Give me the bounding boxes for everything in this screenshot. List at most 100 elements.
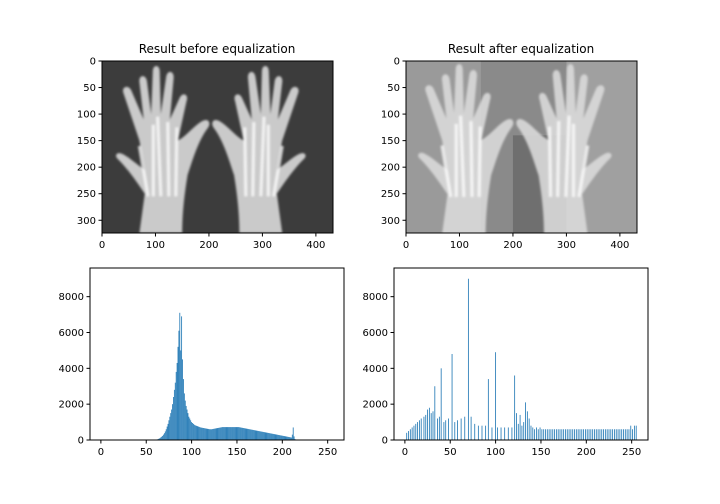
hist-after-bar-104 [628, 429, 630, 440]
hist-before-bar-47 [197, 426, 199, 440]
hist-after-bar-23 [454, 422, 456, 440]
hist-before-bar-134 [276, 434, 278, 440]
hist-after-bar-53 [536, 427, 537, 440]
hist-after-bar-72 [570, 429, 572, 440]
hist-before-bar-135 [277, 434, 279, 440]
hist-before-bar-86 [232, 427, 234, 440]
hist-after-bar-69 [565, 429, 566, 440]
hist-before-bar-28 [180, 350, 182, 440]
hist-before-bar-38 [189, 418, 191, 440]
hist-before-bar-147 [288, 436, 290, 440]
hist-before-xtick-label-2: 100 [182, 447, 201, 458]
hist-before-bar-95 [241, 427, 242, 440]
hist-before-bar-127 [270, 433, 271, 440]
hist-before-bar-72 [220, 427, 222, 440]
hist-before-bar-112 [256, 430, 258, 440]
hist-before-bar-109 [253, 430, 255, 440]
hist-after-bar-77 [579, 429, 581, 440]
before-ytick-label-3: 150 [77, 136, 96, 147]
hist-before-bar-151 [291, 434, 293, 440]
hist-after-xtick-label-2: 100 [486, 447, 505, 458]
hist-after-bar-3 [411, 427, 413, 440]
hist-before-bar-140 [281, 435, 283, 440]
hist-before-bar-75 [222, 427, 224, 440]
hist-before-bar-18 [171, 409, 173, 440]
hist-after-bar-0 [406, 432, 408, 440]
hist-after-bar-49 [528, 418, 530, 440]
before-xtick-label-1: 100 [146, 240, 165, 251]
hist-before-bar-36 [187, 413, 189, 440]
hist-before-bar-68 [216, 428, 218, 440]
hist-before-bar-81 [228, 427, 230, 440]
hist-after-bar-102 [624, 429, 626, 440]
hist-before-bar-67 [215, 428, 217, 440]
hist-after-bar-52 [534, 429, 536, 440]
hist-after-bar-28 [470, 416, 472, 440]
hist-after-bar-11 [427, 409, 428, 440]
hist-before-bar-13 [166, 426, 168, 440]
hist-before-bar-145 [286, 436, 288, 440]
hist-before-bar-84 [231, 427, 232, 440]
hist-after-bar-21 [448, 418, 449, 440]
hist-before-bar-117 [261, 431, 262, 440]
hist-before-bar-96 [241, 427, 243, 440]
hist-after-bar-38 [504, 427, 506, 440]
hist-before-bar-91 [237, 427, 239, 440]
before-ytick-label-4: 200 [77, 163, 96, 174]
hist-before-bar-149 [290, 437, 291, 440]
hist-after-xaxis: 0 50 100 150 200 250 [402, 440, 641, 458]
hist-before-bar-143 [284, 436, 286, 440]
hist-after-bar-51 [532, 427, 534, 440]
hist-before-bar-7 [161, 436, 163, 440]
hist-after-bar-105 [630, 425, 632, 440]
hist-before-bar-21 [173, 389, 175, 440]
hist-before-bar-116 [260, 431, 261, 440]
hist-after-bar-73 [572, 429, 574, 440]
hist-after-bar-7 [418, 420, 420, 440]
hist-before-bar-128 [271, 433, 272, 440]
hist-before-bar-30 [182, 359, 183, 440]
hist-after-bar-43 [517, 423, 519, 440]
xaxis-after: 0 100 200 300 400 [403, 233, 629, 251]
hist-after-bar-26 [464, 416, 466, 440]
xray-hands-before [102, 61, 333, 233]
hist-before-bar-150 [290, 437, 292, 440]
hist-before-bar-144 [285, 436, 287, 440]
hist-before-bar-45 [195, 425, 197, 440]
hist-before-bar-133 [275, 434, 277, 440]
hist-before-bar-120 [263, 432, 265, 440]
hist-before-bar-137 [279, 435, 281, 440]
hist-before-bar-55 [204, 428, 206, 440]
before-ytick-label-2: 100 [77, 110, 96, 121]
hist-before-bar-32 [183, 393, 185, 440]
hist-after-bars [406, 278, 637, 440]
hist-before-bars [154, 312, 296, 440]
hist-before-bar-92 [238, 427, 240, 440]
hist-before-bar-142 [283, 436, 285, 440]
hist-after-bar-17 [438, 416, 440, 440]
hist-after-bar-70 [566, 429, 568, 440]
before-xtick-label-4: 400 [306, 240, 325, 251]
hist-before-bar-65 [213, 428, 215, 440]
hist-before-bar-77 [224, 427, 226, 440]
hist-before-bar-97 [242, 427, 244, 440]
hist-after-bar-89 [601, 429, 603, 440]
hist-before-bar-57 [206, 428, 208, 440]
after-ytick-label-5: 250 [381, 189, 400, 200]
panel-after-image: Result after equalization 0 100 200 300 400 … [381, 42, 638, 251]
hist-after-bar-71 [568, 429, 570, 440]
hist-after-bar-48 [526, 411, 528, 440]
hist-after-bar-82 [588, 429, 590, 440]
hist-before-bar-39 [190, 420, 192, 440]
hist-after-bar-40 [511, 427, 513, 440]
hist-after-ytick-label-0: 0 [382, 436, 388, 447]
hist-after-bar-65 [557, 429, 559, 440]
hist-before-bar-29 [181, 316, 183, 440]
hist-before-bar-78 [225, 427, 227, 440]
hist-before-bar-130 [272, 433, 274, 440]
hist-before-bar-9 [163, 434, 164, 440]
hist-before-bar-44 [194, 425, 196, 440]
hist-before-ytick-label-1: 2000 [59, 400, 84, 411]
hist-after-bar-33 [487, 379, 489, 440]
hist-after-bar-54 [537, 429, 539, 440]
